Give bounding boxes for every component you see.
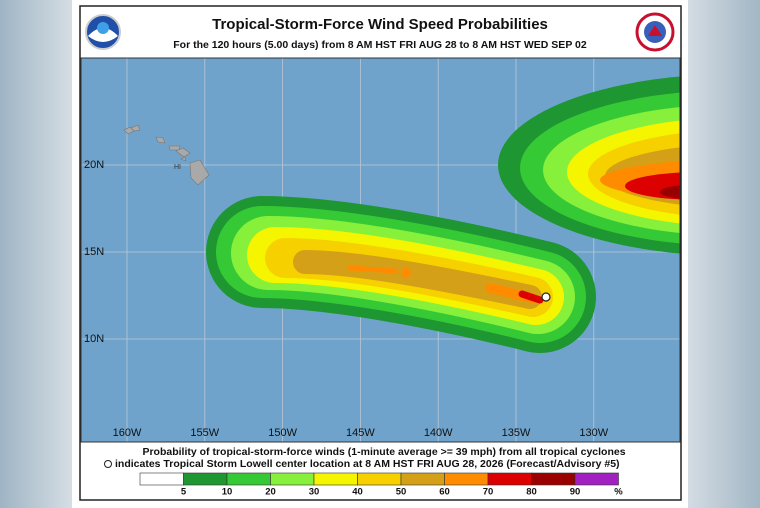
- legend-label: 60: [439, 487, 450, 498]
- legend-swatch: [357, 472, 402, 486]
- legend-label: 70: [483, 487, 494, 498]
- footer-line2: indicates Tropical Storm Lowell center l…: [115, 458, 620, 470]
- legend-label: 80: [526, 487, 537, 498]
- legend-swatch: [226, 472, 271, 486]
- longitude-label: 130W: [579, 427, 608, 439]
- longitude-label: 150W: [268, 427, 297, 439]
- legend-swatch: [487, 472, 532, 486]
- legend-swatch: [444, 472, 489, 486]
- longitude-label: 160W: [113, 427, 142, 439]
- legend-label: 30: [309, 487, 320, 498]
- legend-label: 40: [352, 487, 363, 498]
- graticule-labels: 160W 155W 150W 145W 140W 135W 130W 20N 15N 10N: [84, 159, 609, 439]
- lowell-swath: [206, 196, 596, 353]
- title: Tropical-Storm-Force Wind Speed Probabil…: [212, 16, 548, 33]
- map-border: [80, 57, 681, 443]
- subtitle: For the 120 hours (5.00 days) from 8 AM …: [173, 39, 587, 51]
- footer-marker: [104, 460, 112, 468]
- eastern-swath: [498, 76, 680, 254]
- hawaii-islands: [123, 124, 210, 186]
- legend: 5 10 20 30 40 50 60 70 80 90%: [139, 472, 623, 498]
- longitude-label: 135W: [502, 427, 531, 439]
- legend-label: %: [614, 487, 623, 498]
- noaa-logo: [85, 14, 121, 50]
- legend-label: 5: [181, 487, 187, 498]
- legend-swatch: [183, 472, 228, 486]
- map: HI 160W 155W 150W 145W 140W 135W 130W 20N 15N 10N: [81, 58, 680, 442]
- legend-label: 50: [396, 487, 407, 498]
- legend-label: 10: [222, 487, 233, 498]
- latitude-label: 10N: [84, 333, 104, 345]
- legend-swatch: [574, 472, 619, 486]
- longitude-label: 155W: [190, 427, 219, 439]
- footer-line1: Probability of tropical-storm-force wind…: [142, 446, 625, 458]
- storm-center-marker: [541, 292, 551, 302]
- legend-swatch: [313, 472, 358, 486]
- place-label: HI: [174, 164, 181, 171]
- legend-swatch: [139, 472, 184, 486]
- legend-swatch: [400, 472, 445, 486]
- latitude-label: 15N: [84, 246, 104, 258]
- frame: [79, 5, 682, 501]
- legend-swatch: [531, 472, 576, 486]
- legend-label: 20: [265, 487, 276, 498]
- longitude-label: 140W: [424, 427, 453, 439]
- longitude-label: 145W: [346, 427, 375, 439]
- latitude-label: 20N: [84, 159, 104, 171]
- legend-label: 90: [570, 487, 581, 498]
- nws-logo: [635, 12, 675, 52]
- legend-swatch: [270, 472, 315, 486]
